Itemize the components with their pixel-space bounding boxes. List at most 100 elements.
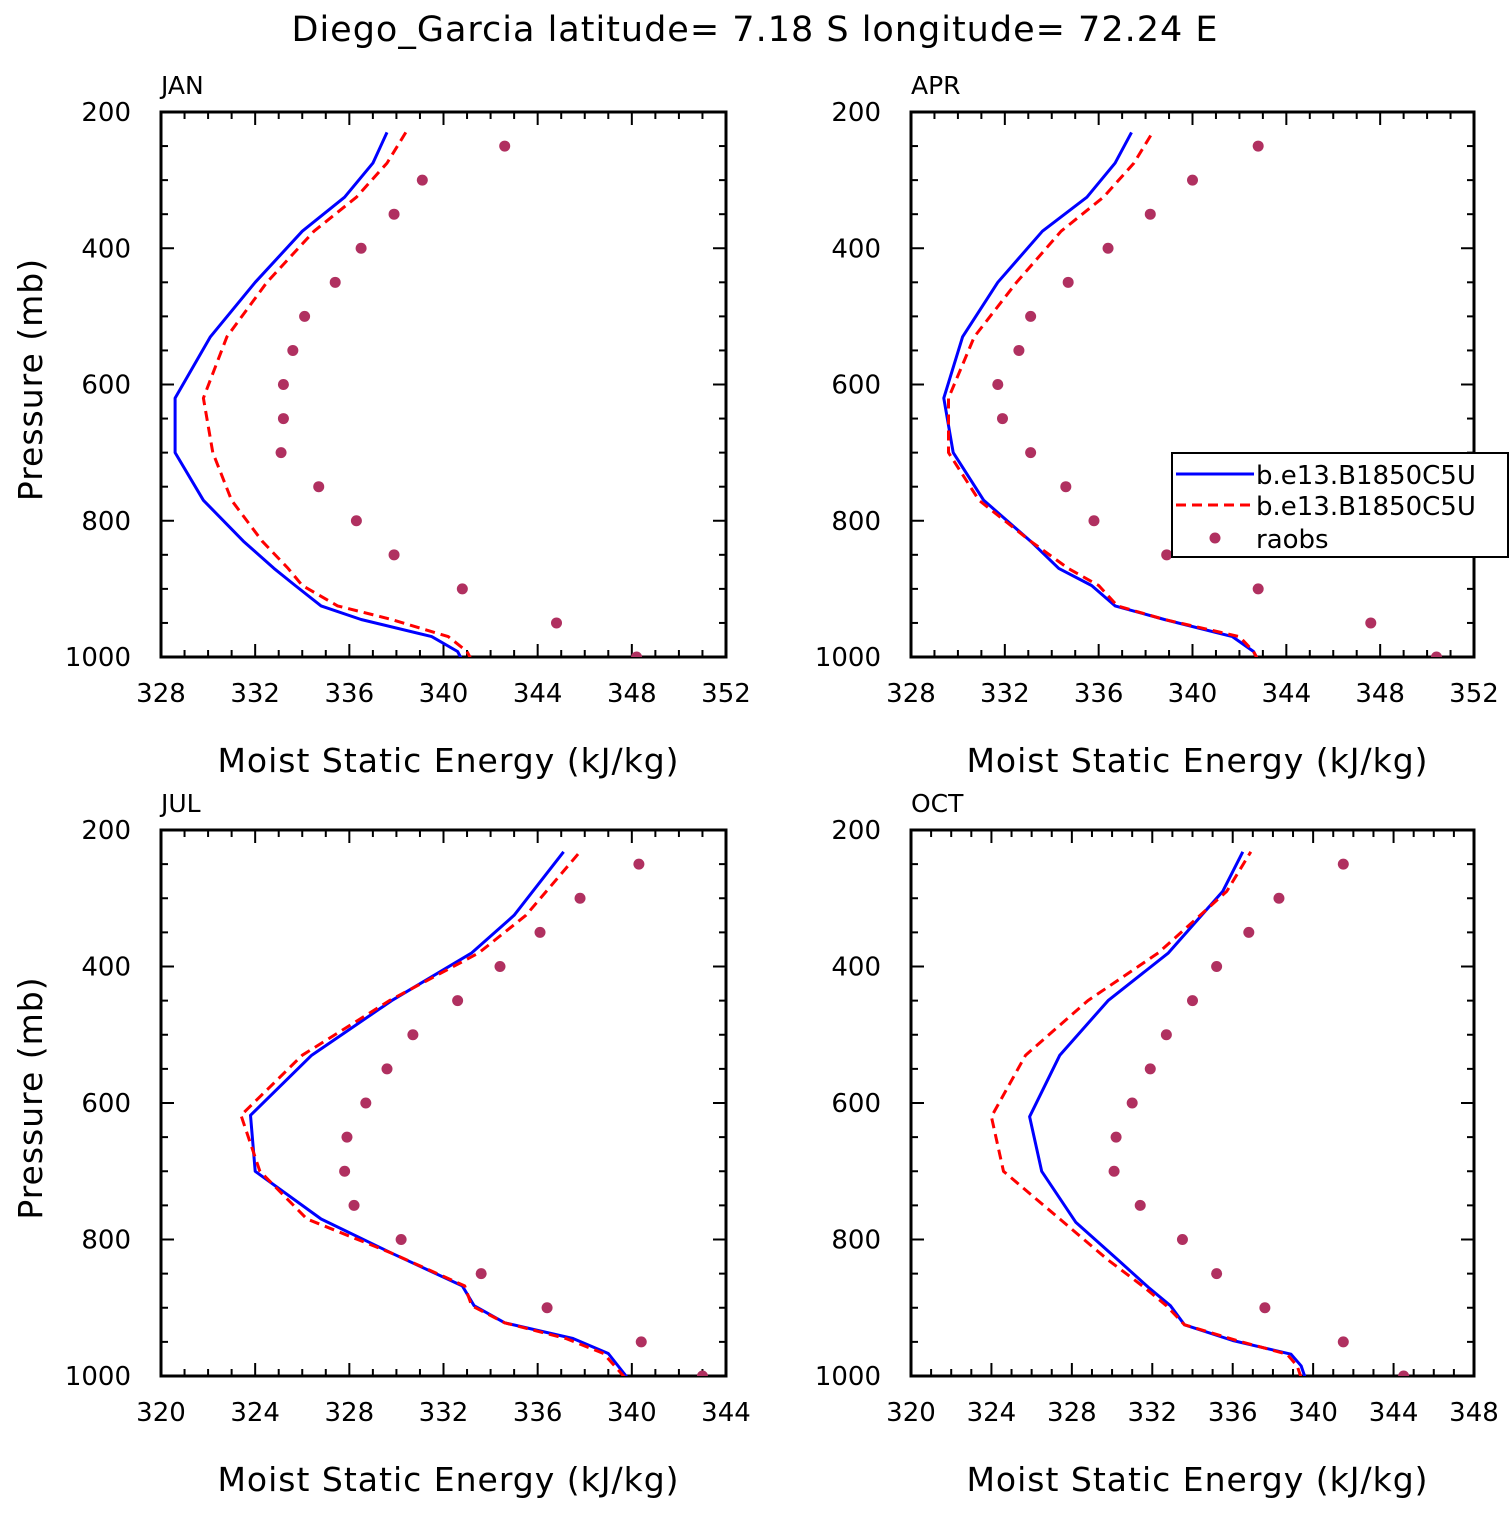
raobs-point xyxy=(277,379,289,390)
y-tick-label: 200 xyxy=(81,98,131,128)
y-tick-label: 200 xyxy=(831,98,881,128)
raobs-point xyxy=(1144,1063,1156,1075)
raobs-point xyxy=(574,892,586,904)
y-tick-label: 400 xyxy=(831,953,881,983)
raobs-point xyxy=(494,961,506,972)
x-tick-label: 320 xyxy=(886,1398,936,1428)
model-line-dashed xyxy=(989,851,1303,1376)
x-tick-label: 336 xyxy=(513,1398,563,1428)
raobs-point xyxy=(1259,1302,1271,1314)
raobs-point xyxy=(534,926,546,938)
legend-swatch-dot xyxy=(1209,532,1221,544)
data-area xyxy=(173,131,643,657)
panel-label: JAN xyxy=(159,71,204,100)
raobs-point xyxy=(1252,140,1264,152)
raobs-point xyxy=(350,515,362,527)
model-line-solid xyxy=(249,850,628,1376)
raobs-point xyxy=(341,1131,353,1143)
raobs-point xyxy=(1025,447,1037,459)
raobs-point xyxy=(996,413,1008,425)
raobs-point xyxy=(395,1234,407,1245)
x-tick-label: 340 xyxy=(1168,679,1218,709)
data-area xyxy=(989,851,1410,1376)
model-line-solid xyxy=(942,131,1259,657)
raobs-point xyxy=(287,344,299,356)
raobs-point xyxy=(1102,242,1114,254)
x-tick-label: 332 xyxy=(419,1398,469,1428)
y-tick-label: 600 xyxy=(831,371,881,401)
raobs-point xyxy=(696,1370,708,1376)
x-tick-label: 332 xyxy=(980,679,1030,709)
y-tick-label: 600 xyxy=(81,371,131,401)
raobs-point xyxy=(1088,515,1100,527)
x-tick-label: 324 xyxy=(967,1398,1017,1428)
raobs-point xyxy=(1126,1097,1138,1109)
x-tick-label: 332 xyxy=(1127,1398,1177,1428)
x-tick-label: 328 xyxy=(886,679,936,709)
panel-label: OCT xyxy=(911,789,964,818)
raobs-point xyxy=(1398,1370,1410,1376)
raobs-point xyxy=(631,651,643,657)
raobs-point xyxy=(475,1268,487,1280)
y-tick-label: 1000 xyxy=(815,1362,881,1392)
raobs-point xyxy=(1110,1131,1122,1143)
raobs-point xyxy=(551,617,562,629)
raobs-point xyxy=(388,549,400,561)
raobs-point xyxy=(1211,1268,1223,1280)
y-tick-label: 400 xyxy=(831,234,881,264)
y-tick-label: 800 xyxy=(81,1226,131,1256)
raobs-point xyxy=(388,208,400,220)
raobs-point xyxy=(1160,1029,1172,1041)
x-tick-label: 328 xyxy=(1047,1398,1097,1428)
raobs-point xyxy=(1430,651,1442,657)
panel-jul: 320 324 328 332 336 340 344 200 400 600 800 1000 JUL… xyxy=(11,789,751,1499)
raobs-point xyxy=(1365,617,1377,629)
raobs-point xyxy=(299,310,311,322)
data-area xyxy=(942,131,1442,657)
y-tick-label: 400 xyxy=(81,234,131,264)
raobs-point xyxy=(1134,1199,1146,1211)
x-tick-label: 336 xyxy=(1208,1398,1258,1428)
y-tick-label: 800 xyxy=(81,507,131,537)
x-tick-label: 340 xyxy=(607,1398,657,1428)
data-area xyxy=(239,850,708,1376)
model-line-solid xyxy=(1028,851,1307,1376)
x-axis-label: Moist Static Energy (kJ/kg) xyxy=(217,1460,679,1499)
figure-title: Diego_Garcia latitude= 7.18 S longitude=… xyxy=(291,10,1219,50)
y-tick-label: 800 xyxy=(831,1226,881,1256)
y-tick-label: 200 xyxy=(81,816,131,846)
raobs-point xyxy=(1176,1234,1188,1245)
x-tick-label: 344 xyxy=(1369,1398,1419,1428)
plot-frame xyxy=(159,828,728,1378)
raobs-point xyxy=(407,1029,419,1041)
x-tick-label: 332 xyxy=(230,679,280,709)
raobs-point xyxy=(1187,174,1198,186)
model-line-dashed xyxy=(201,131,472,657)
y-axis-label: Pressure (mb) xyxy=(11,258,50,501)
plot-frame xyxy=(159,110,728,659)
raobs-point xyxy=(1062,276,1074,288)
raobs-point xyxy=(313,481,325,493)
raobs-point xyxy=(1060,481,1072,493)
x-tick-label: 344 xyxy=(1262,679,1312,709)
y-tick-label: 200 xyxy=(831,816,881,846)
raobs-point xyxy=(992,379,1004,390)
x-tick-label: 340 xyxy=(1288,1398,1338,1428)
y-tick-label: 1000 xyxy=(65,1362,131,1392)
raobs-point xyxy=(1273,892,1285,904)
panel-label: APR xyxy=(911,71,961,100)
raobs-point xyxy=(1211,961,1223,972)
x-axis-label: Moist Static Energy (kJ/kg) xyxy=(966,1460,1428,1499)
y-tick-label: 1000 xyxy=(815,643,881,673)
raobs-point xyxy=(1337,858,1349,870)
raobs-point xyxy=(339,1165,351,1177)
y-tick-label: 800 xyxy=(831,507,881,537)
raobs-point xyxy=(633,858,645,870)
panel-jan: 328 332 336 340 344 348 352 200 400 600 800 1000 JAN… xyxy=(11,71,751,780)
raobs-point xyxy=(360,1097,372,1109)
x-tick-label: 348 xyxy=(1355,679,1405,709)
panel-apr: 328 332 336 340 344 348 352 200 400 600 800 1000 APR… xyxy=(815,71,1509,780)
